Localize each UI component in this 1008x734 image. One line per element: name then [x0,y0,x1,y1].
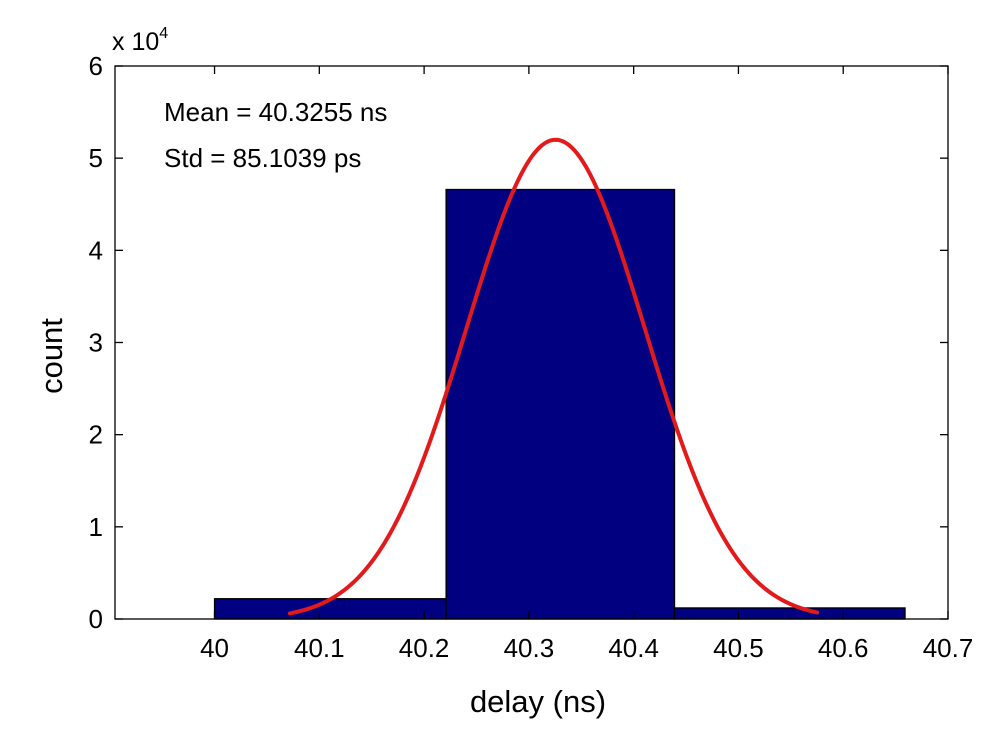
y-tick-label: 6 [89,51,103,81]
y-multiplier-label: x 104 [112,25,168,56]
x-tick-label: 40.2 [399,633,450,663]
histogram-bar-3 [673,607,906,620]
x-tick-label: 40.7 [923,633,974,663]
x-tick-label: 40.1 [294,633,345,663]
x-tick-label: 40.6 [818,633,869,663]
annotation-std: Std = 85.1039 ps [164,143,361,173]
y-tick-label: 2 [89,420,103,450]
y-tick-label: 5 [89,143,103,173]
y-multiplier-exponent: 4 [159,25,168,42]
annotation-mean: Mean = 40.3255 ns [164,97,387,127]
histogram-bar-1 [213,598,447,620]
y-tick-label: 3 [89,328,103,358]
x-tick-label: 40.4 [608,633,659,663]
y-tick-label: 0 [89,604,103,634]
fit-curve-group [287,137,820,616]
x-tick-label: 40.3 [504,633,555,663]
x-tick-label: 40 [200,633,229,663]
x-tick-label: 40.5 [713,633,764,663]
y-tick-labels: 0 1 2 3 4 5 6 [89,51,103,634]
x-axis-label: delay (ns) [470,684,606,719]
histogram-bar-2 [445,188,676,620]
tick-marks [115,65,949,620]
x-tick-labels: 40 40.1 40.2 40.3 40.4 40.5 40.6 40.7 [200,633,973,663]
y-tick-label: 1 [89,512,103,542]
gaussian-fit-curve [287,137,820,616]
y-multiplier-base: x 10 [112,28,159,56]
y-axis-label: count [34,318,69,394]
y-tick-label: 4 [89,235,103,265]
bars-group [213,188,906,620]
